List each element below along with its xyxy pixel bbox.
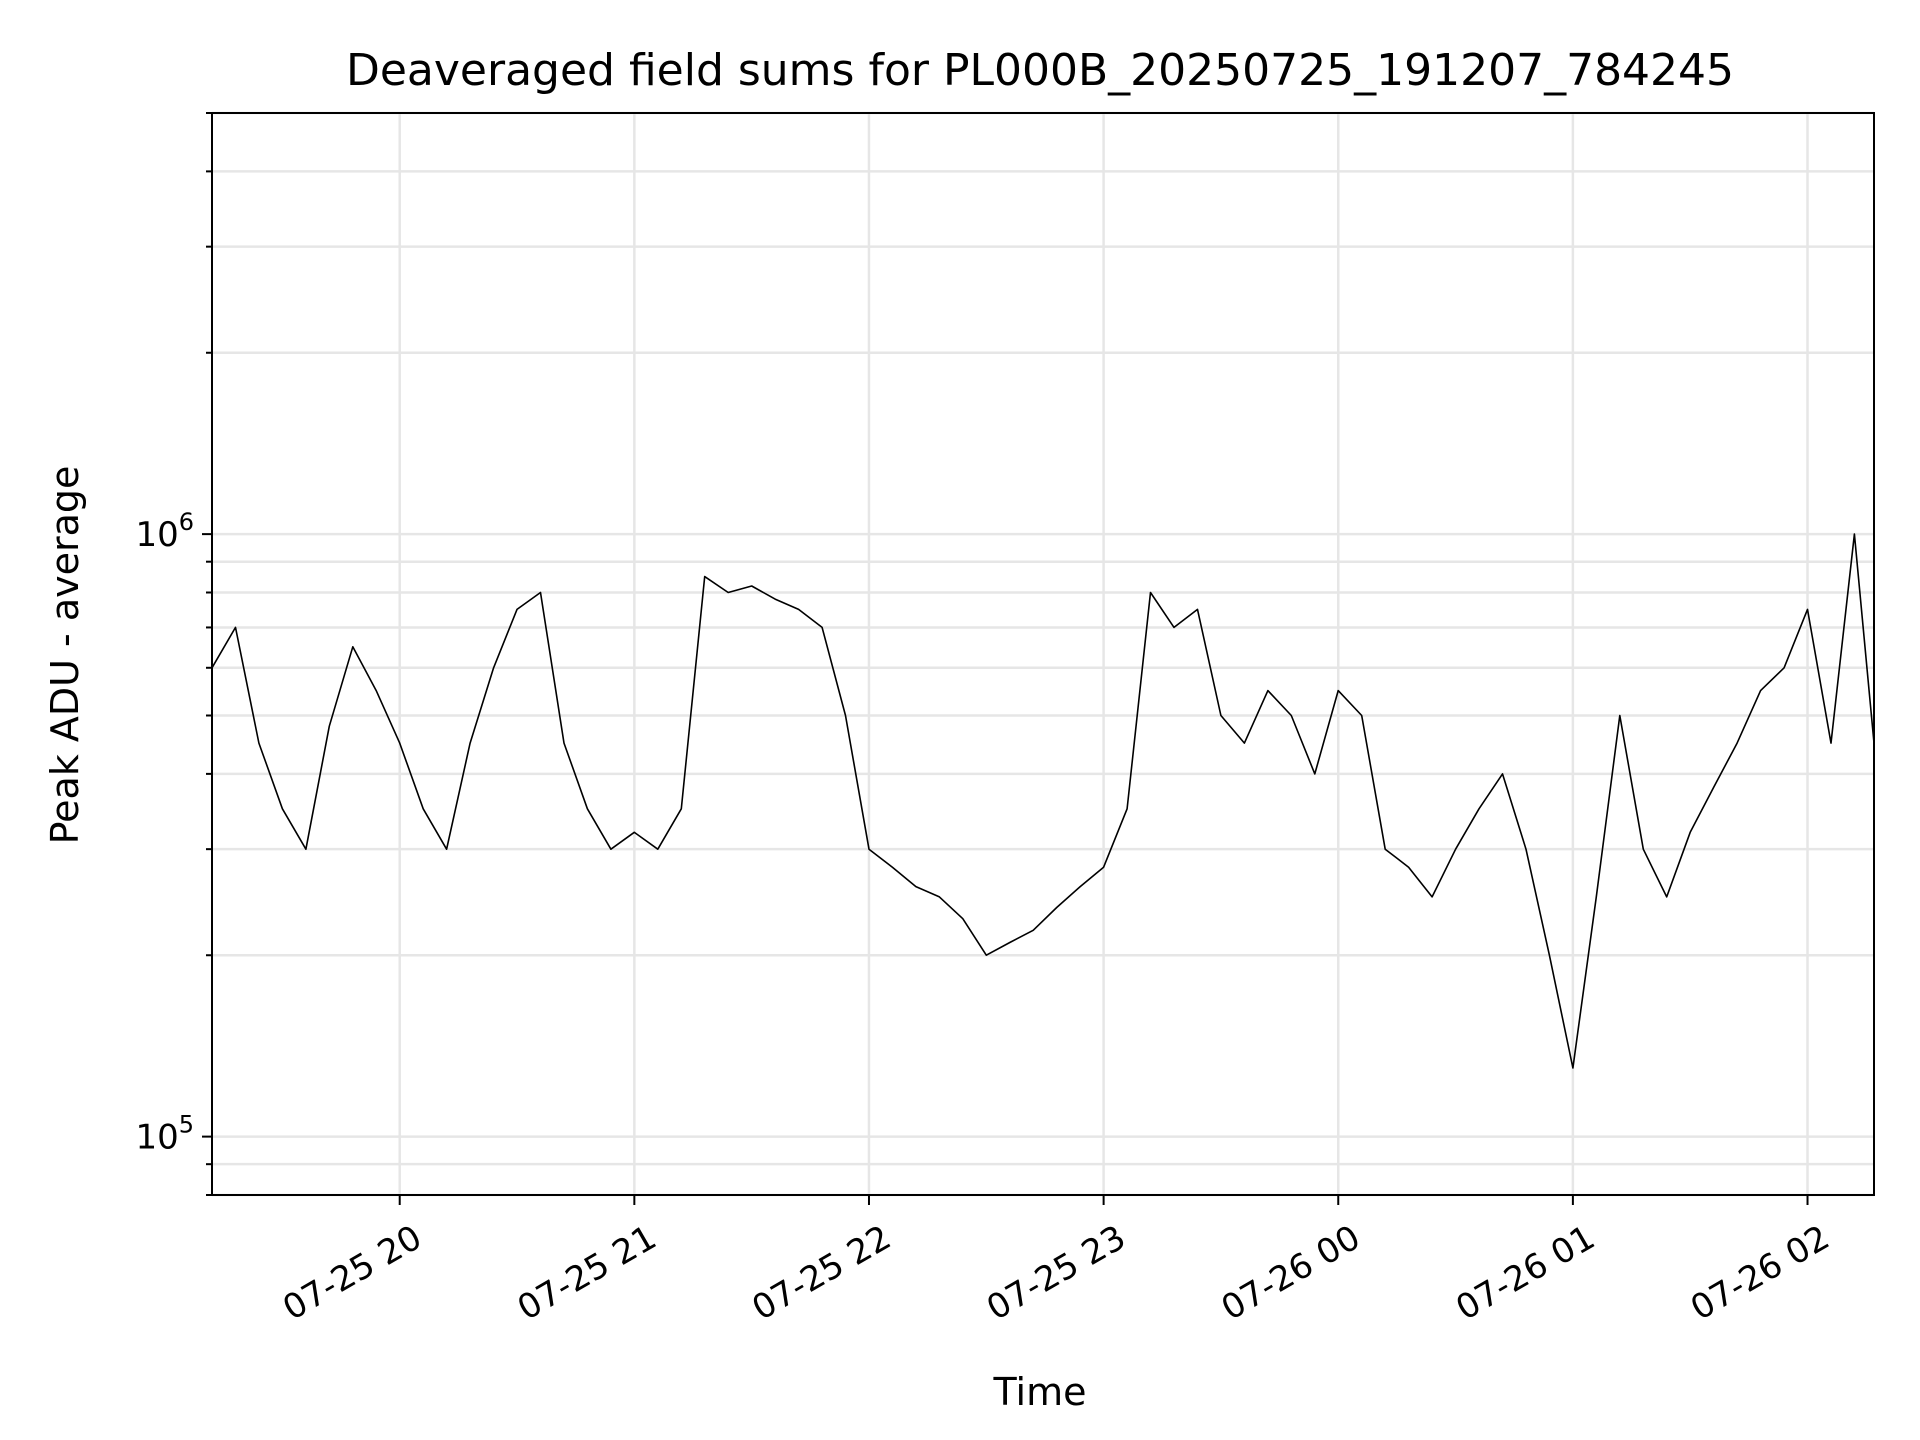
axes bbox=[202, 112, 1875, 1205]
y-tick-label: 105 bbox=[135, 1111, 194, 1158]
series-layer bbox=[211, 533, 1875, 1069]
y-axis-label: Peak ADU - average bbox=[43, 466, 87, 845]
grid bbox=[212, 111, 1874, 1197]
plot-frame bbox=[211, 112, 1875, 1196]
x-axis-label: Time bbox=[993, 1370, 1087, 1414]
y-tick-label: 106 bbox=[135, 508, 194, 555]
series-line bbox=[211, 533, 1875, 1069]
chart-title: Deaveraged field sums for PL000B_2025072… bbox=[346, 45, 1734, 96]
